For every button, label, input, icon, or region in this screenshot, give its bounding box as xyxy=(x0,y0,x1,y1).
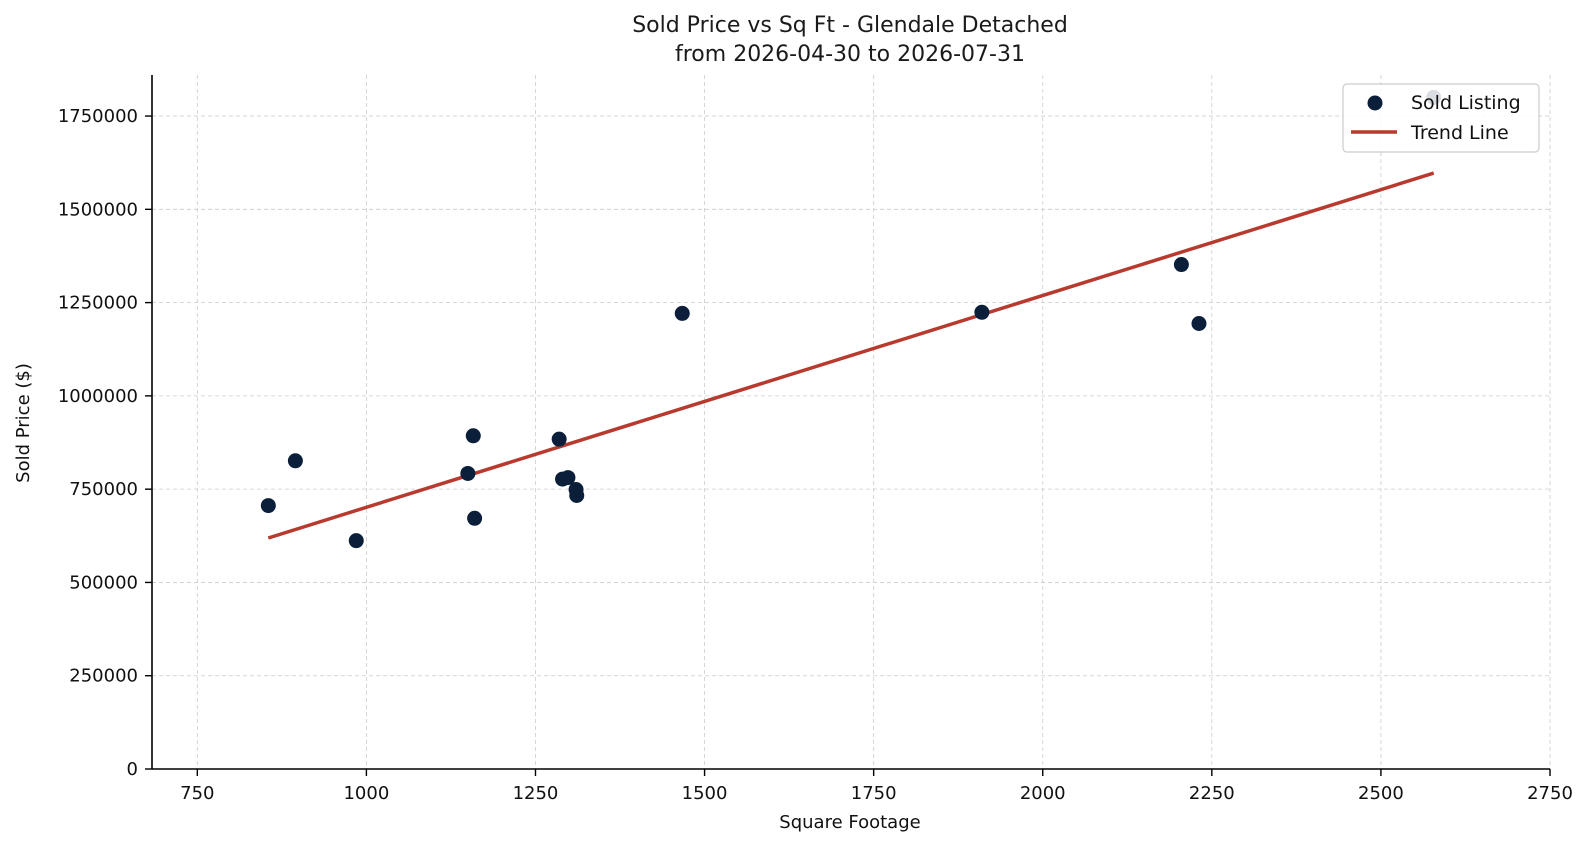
x-tick-label: 2000 xyxy=(1020,783,1066,804)
data-point xyxy=(974,304,990,320)
data-point xyxy=(551,431,567,447)
trend-line xyxy=(267,171,1435,540)
data-point xyxy=(460,465,476,481)
chart-title: Sold Price vs Sq Ft - Glendale Detached xyxy=(632,13,1068,38)
y-axis-label: Sold Price ($) xyxy=(13,363,34,483)
trend-line-layer xyxy=(267,171,1435,540)
x-tick-label: 1000 xyxy=(343,783,389,804)
x-tick-label: 2500 xyxy=(1358,783,1404,804)
data-point xyxy=(674,305,690,321)
data-point xyxy=(467,510,483,526)
y-tick-label: 1500000 xyxy=(58,199,138,220)
data-point xyxy=(348,533,364,549)
data-point xyxy=(260,498,276,514)
y-tick-label: 500000 xyxy=(69,572,138,593)
y-tick-label: 250000 xyxy=(69,666,138,687)
data-point xyxy=(569,488,585,504)
x-tick-label: 1250 xyxy=(513,783,559,804)
tick-labels: 750 1000 1250 1500 1750 2000 2250 2500 2750 0 2500… xyxy=(58,106,1573,804)
x-axis-label: Square Footage xyxy=(779,812,920,833)
y-tick-label: 1750000 xyxy=(58,106,138,127)
y-tick-label: 750000 xyxy=(69,479,138,500)
data-point xyxy=(465,428,481,444)
data-point xyxy=(1191,315,1207,331)
scatter-points xyxy=(260,89,1442,549)
y-tick-label: 0 xyxy=(127,759,138,780)
y-tick-label: 1000000 xyxy=(58,386,138,407)
grid xyxy=(152,75,1551,770)
legend-box xyxy=(1342,83,1540,153)
x-tick-label: 2750 xyxy=(1527,783,1573,804)
data-point xyxy=(560,470,576,486)
x-tick-label: 1750 xyxy=(851,783,897,804)
data-point xyxy=(1173,257,1189,273)
axes xyxy=(145,75,1551,776)
x-tick-label: 750 xyxy=(180,783,214,804)
x-tick-label: 1500 xyxy=(682,783,728,804)
legend-marker-sold-listing xyxy=(1367,95,1383,111)
data-point xyxy=(287,453,303,469)
legend-label-sold-listing: Sold Listing xyxy=(1411,92,1521,114)
legend-label-trend-line: Trend Line xyxy=(1410,122,1509,144)
x-tick-label: 2250 xyxy=(1189,783,1235,804)
chart-subtitle: from 2026-04-30 to 2026-07-31 xyxy=(675,42,1025,67)
legend: Sold Listing Trend Line xyxy=(1342,83,1540,153)
y-tick-label: 1250000 xyxy=(58,293,138,314)
